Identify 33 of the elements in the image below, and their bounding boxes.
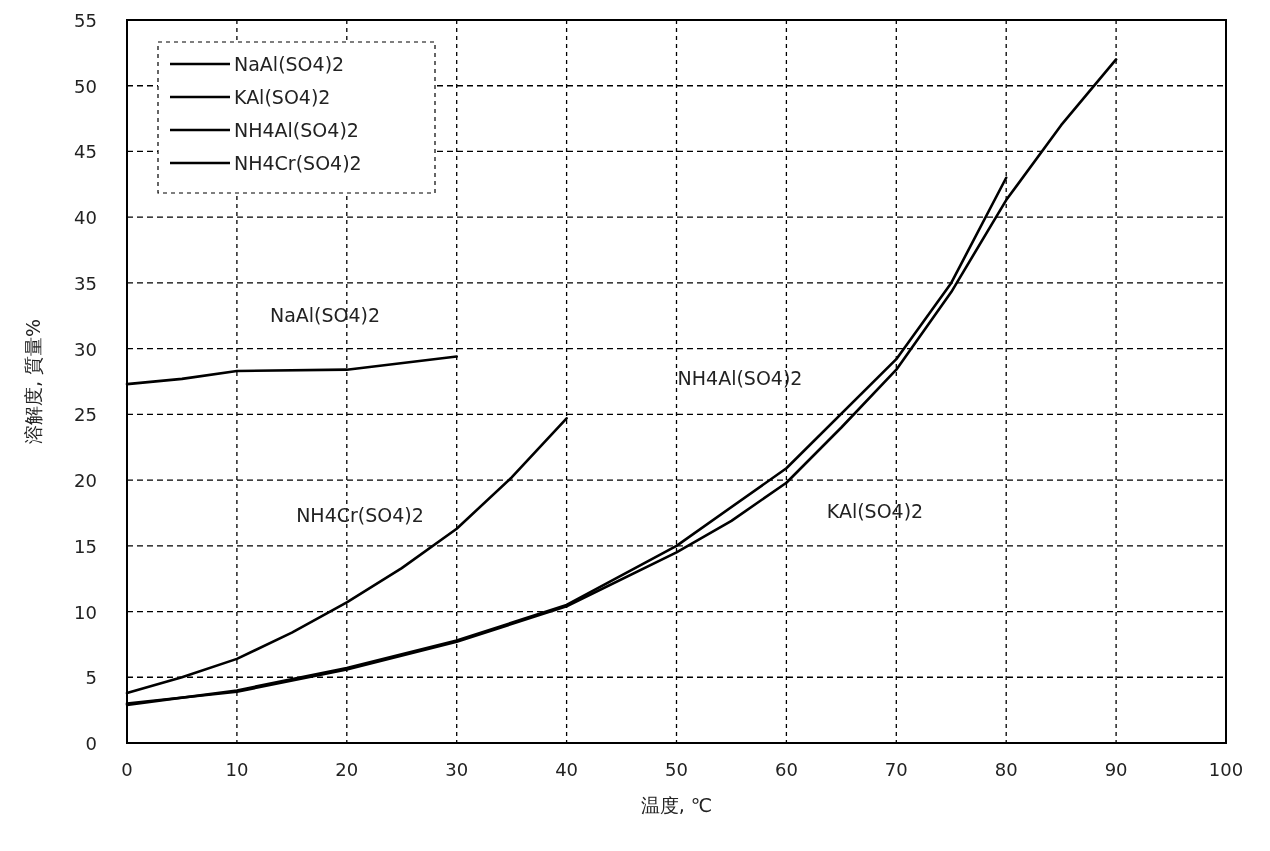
text: NH4Cr(SO4)2 [296, 504, 424, 526]
x-tick-label: 40 [555, 759, 579, 780]
y-axis-title: 溶解度, 質量% [22, 318, 44, 445]
y-tick-label: 5 [85, 667, 97, 689]
y-tick-label: 30 [74, 338, 97, 360]
legend-label: NH4Al(SO4)2 [234, 119, 359, 141]
y-tick-label: 45 [74, 141, 97, 163]
y-tick-label: 20 [74, 470, 97, 492]
x-tick-label: 70 [884, 759, 908, 780]
y-tick-label: 50 [74, 75, 97, 97]
text: NH4Al(SO4)2 [677, 367, 803, 389]
x-tick-label: 10 [225, 759, 249, 780]
x-tick-label: 80 [994, 759, 1018, 780]
legend-label: KAl(SO4)2 [234, 86, 331, 108]
x-tick-label: 60 [774, 759, 798, 780]
text: NaAl(SO4)2 [269, 304, 381, 326]
x-axis-title: 温度, ℃ [640, 794, 713, 816]
x-tick-label: 0 [121, 759, 133, 780]
y-tick-label: 55 [74, 10, 97, 31]
text: KAl(SO4)2 [826, 500, 924, 522]
y-tick-label: 0 [85, 733, 97, 754]
x-tick-label: 30 [445, 759, 469, 780]
x-tick-label: 20 [335, 759, 359, 780]
y-tick-label: 25 [74, 404, 97, 426]
y-tick-label: 10 [74, 601, 97, 623]
legend-label: NH4Cr(SO4)2 [234, 152, 362, 174]
y-tick-label: 40 [74, 207, 97, 229]
y-tick-label: 35 [74, 272, 97, 294]
legend-label: NaAl(SO4)2 [234, 53, 345, 75]
x-tick-label: 100 [1208, 759, 1244, 780]
x-tick-label: 50 [665, 759, 688, 780]
y-tick-label: 15 [74, 535, 97, 557]
x-tick-label: 90 [1104, 759, 1128, 780]
